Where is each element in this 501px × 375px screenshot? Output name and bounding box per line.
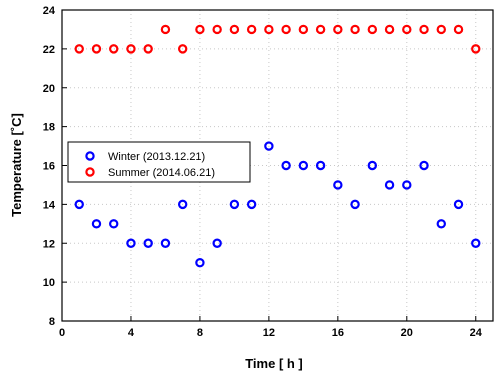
y-tick-label: 12 xyxy=(43,238,55,250)
summer-data-point xyxy=(471,44,481,54)
y-tick-label: 24 xyxy=(43,5,56,17)
summer-data-point xyxy=(160,24,171,35)
winter-data-point xyxy=(74,199,84,210)
winter-data-point xyxy=(471,238,481,248)
summer-data-point xyxy=(402,24,412,35)
summer-data-point xyxy=(126,44,136,54)
summer-data-point xyxy=(315,24,326,35)
x-tick-label: 24 xyxy=(470,327,483,339)
winter-data-point xyxy=(264,141,274,151)
winter-data-point xyxy=(281,160,291,171)
winter-data-point xyxy=(195,257,205,268)
summer-data-point xyxy=(384,24,395,35)
y-axis-title: Temperature [˚C] xyxy=(9,113,24,217)
winter-data-point xyxy=(126,238,136,248)
winter-data-point xyxy=(91,219,102,229)
legend-marker-winter xyxy=(85,151,95,161)
summer-data-point xyxy=(91,44,102,54)
winter-data-point xyxy=(160,238,171,248)
summer-data-point xyxy=(246,24,257,35)
winter-data-point xyxy=(402,180,412,190)
y-tick-label: 14 xyxy=(43,199,56,211)
legend-label-winter: Winter (2013.12.21) xyxy=(108,151,205,163)
winter-data-point xyxy=(212,238,222,248)
winter-data-point xyxy=(246,199,257,210)
winter-data-point xyxy=(177,199,188,210)
summer-data-point xyxy=(298,24,309,35)
summer-data-point xyxy=(281,24,291,35)
data-points xyxy=(74,24,481,268)
summer-data-point xyxy=(195,24,205,35)
x-tick-label: 16 xyxy=(332,327,344,339)
tick-labels: 0 4 8 12 16 20 24 8 10 12 14 16 18 20 22 24 xyxy=(43,5,483,339)
summer-data-point xyxy=(367,24,378,35)
summer-data-point xyxy=(453,24,464,35)
legend-box xyxy=(67,141,251,183)
summer-data-point xyxy=(212,24,222,35)
legend-marker-summer xyxy=(85,167,95,177)
summer-data-point xyxy=(264,24,274,35)
winter-data-point xyxy=(109,219,119,229)
summer-data-point xyxy=(177,44,188,54)
summer-data-point xyxy=(350,24,360,35)
x-tick-label: 0 xyxy=(59,327,65,339)
legend: Winter (2013.12.21) Summer (2014.06.21) xyxy=(67,141,251,183)
x-tick-label: 12 xyxy=(263,327,275,339)
x-tick-label: 4 xyxy=(128,327,135,339)
winter-data-point xyxy=(350,199,360,210)
legend-label-summer: Summer (2014.06.21) xyxy=(108,167,215,179)
y-tick-label: 8 xyxy=(49,316,55,328)
y-tick-label: 20 xyxy=(43,83,55,95)
winter-data-point xyxy=(143,238,153,248)
summer-data-point xyxy=(74,44,84,54)
winter-data-point xyxy=(384,180,395,190)
winter-data-point xyxy=(333,180,343,190)
summer-data-point xyxy=(436,24,446,35)
summer-data-point xyxy=(109,44,119,54)
summer-data-point xyxy=(229,24,240,35)
x-axis-title: Time [ h ] xyxy=(245,356,303,371)
winter-data-point xyxy=(367,160,378,171)
x-tick-label: 20 xyxy=(401,327,413,339)
y-tick-label: 16 xyxy=(43,161,55,173)
y-tick-label: 18 xyxy=(43,122,55,134)
plot-frame xyxy=(61,9,494,322)
summer-data-point xyxy=(143,44,153,54)
winter-data-point xyxy=(315,160,326,171)
winter-data-point xyxy=(229,199,240,210)
winter-data-point xyxy=(298,160,309,171)
winter-data-point xyxy=(419,160,429,171)
x-tick-label: 8 xyxy=(197,327,203,339)
y-tick-label: 10 xyxy=(43,277,55,289)
winter-data-point xyxy=(436,219,446,229)
summer-data-point xyxy=(333,24,343,35)
winter-data-point xyxy=(453,199,464,210)
y-tick-label: 22 xyxy=(43,44,55,56)
summer-data-point xyxy=(419,24,429,35)
